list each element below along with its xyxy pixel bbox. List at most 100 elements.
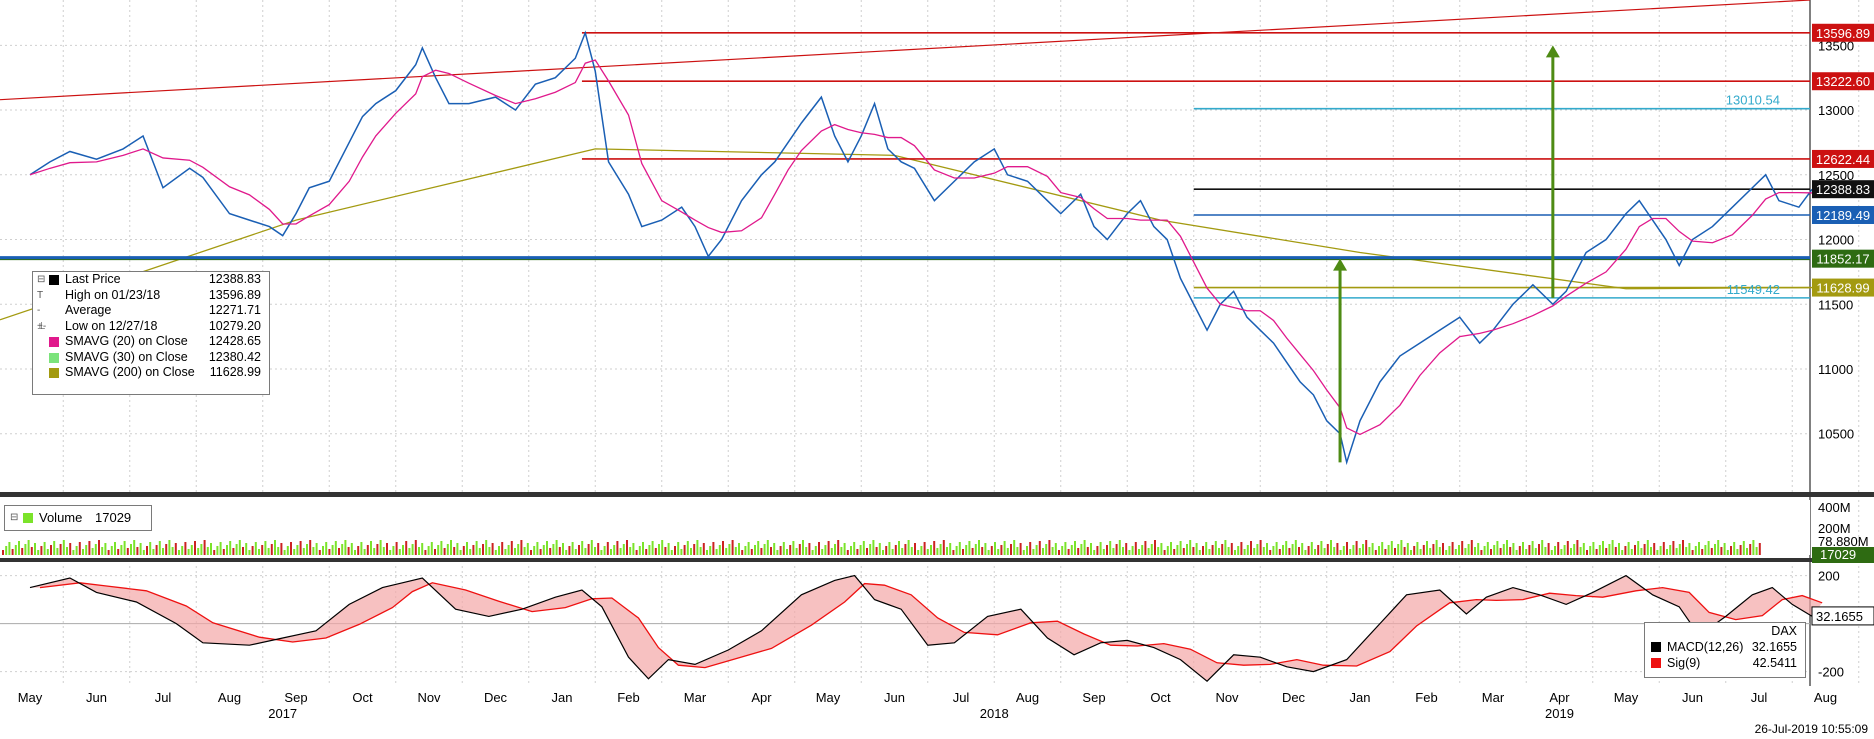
volume-bar [1349,549,1352,555]
volume-bar [1122,547,1124,555]
volume-bar [706,550,708,555]
volume-bar [501,542,504,555]
volume-bar [437,545,440,555]
volume-bar [1528,545,1531,555]
volume-bar [1547,543,1550,555]
x-tick-label: May [816,690,841,705]
volume-bar [971,548,974,555]
volume-bar [1352,545,1355,555]
volume-bar [898,541,900,555]
volume-bar [130,544,132,555]
y-tick-label: 12500 [1818,168,1854,183]
volume-bar [1000,545,1003,555]
x-tick-label: Mar [684,690,707,705]
volume-bar [1227,547,1230,555]
volume-bar [450,540,452,555]
macd-line [29,574,1813,683]
volume-bar [565,550,568,555]
volume-bar [357,546,360,555]
x-tick-label: Jan [552,690,573,705]
volume-bar [933,541,936,555]
volume-bar [66,547,68,555]
volume-bar [1208,549,1211,555]
volume-bar [299,541,302,555]
volume-bar [8,542,11,555]
volume-bar [456,543,459,555]
legend-swatch [49,275,59,285]
volume-bar [1634,545,1636,555]
legend-value: 11628.99 [209,365,261,379]
volume-bar [219,542,222,555]
volume-bar [1022,550,1025,555]
x-tick-label: Mar [1482,690,1505,705]
x-tick-label: May [18,690,43,705]
volume-bar [46,549,49,555]
volume-bar [1496,541,1499,555]
volume-bar [315,543,318,555]
volume-bar [478,548,481,555]
volume-bar [1448,546,1451,555]
volume-bar [1003,541,1006,555]
volume-bar [638,546,641,555]
volume-bar [1170,542,1172,555]
volume-bar [722,541,724,555]
volume-bar [491,543,494,555]
volume-bar [1643,544,1646,555]
volume-bar [952,550,955,555]
volume-bar [123,541,126,555]
volume-bar [1285,541,1288,555]
volume-bar [507,545,510,555]
volume-bar [1752,540,1755,555]
volume-bar [277,547,280,555]
legend-row: ⊥ Low on 12/27/18 10279.20 [33,319,269,335]
volume-bar [955,546,958,555]
volume-bar [693,544,696,555]
volume-bar [984,543,987,555]
volume-bar [1205,542,1208,555]
volume-bar [1262,547,1265,555]
volume-bar [370,541,372,555]
volume-bar [91,548,94,555]
volume-bar [866,548,868,555]
volume-bar [1390,541,1393,555]
volume-bar [466,542,468,555]
volume-bar [213,550,216,555]
volume-bar [1291,544,1294,555]
macd-tick-label: 200 [1818,569,1840,584]
volume-bar [1416,542,1419,555]
volume-bar [1278,549,1281,555]
y-tick-label: 10500 [1818,427,1854,442]
x-tick-label: Jul [1751,690,1768,705]
volume-bar [107,550,110,555]
volume-bar [846,550,849,555]
volume-bar [197,548,200,555]
volume-bar [1198,550,1201,555]
volume-bar [78,542,81,555]
volume-bar [1419,549,1422,555]
volume-bar [98,540,100,555]
volume-bar [1662,542,1665,555]
volume-bar [530,550,532,555]
volume-bar [510,541,513,555]
volume-bar [488,547,491,555]
volume-bar [1566,541,1569,555]
volume-bar [1384,549,1387,555]
level-tag [1812,180,1874,199]
volume-bar [834,544,836,555]
volume-bar [1218,548,1220,555]
volume-bar [1608,544,1611,555]
collapse-icon[interactable]: ⊟ [10,512,19,523]
x-year-label: 2019 [1545,706,1574,721]
volume-bar [1669,545,1672,555]
volume-bar [994,542,996,555]
volume-bar [482,544,484,555]
volume-bar [341,544,344,555]
volume-bar [1029,542,1032,555]
smavg-200-line [0,148,1813,321]
volume-bar [1259,540,1262,555]
volume-bar [1694,546,1697,555]
volume-bar [1099,542,1102,555]
volume-bar [373,548,376,555]
macd-fill [30,575,1823,682]
